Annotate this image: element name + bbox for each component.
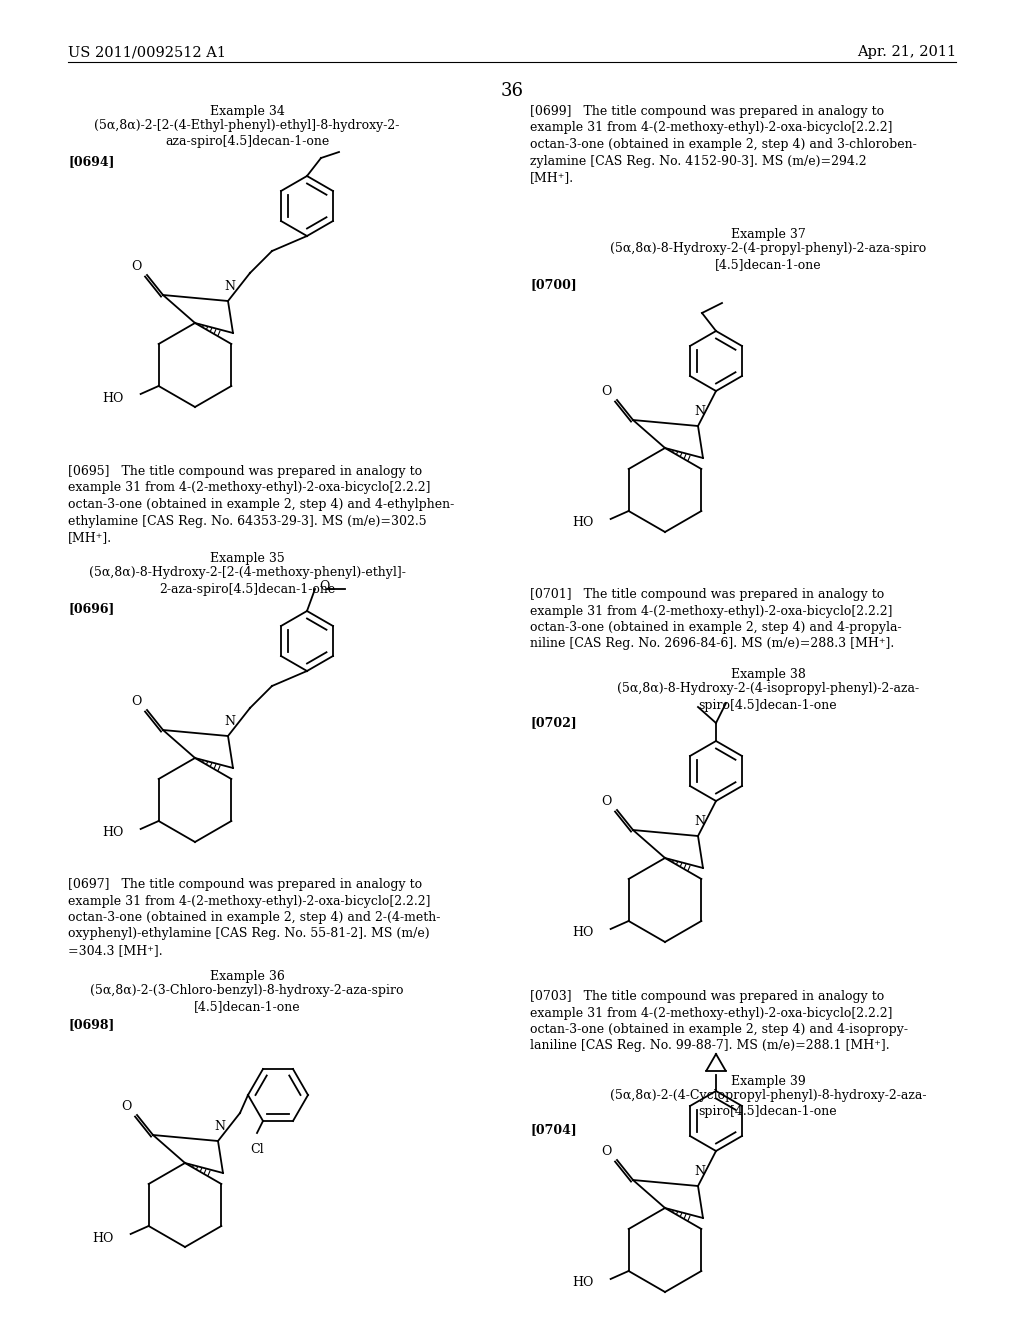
- Text: N: N: [224, 715, 236, 729]
- Text: Cl: Cl: [250, 1143, 264, 1156]
- Text: [0695]   The title compound was prepared in analogy to
example 31 from 4-(2-meth: [0695] The title compound was prepared i…: [68, 465, 455, 544]
- Text: O: O: [602, 385, 612, 399]
- Text: Example 38: Example 38: [730, 668, 806, 681]
- Text: (5α,8α)-8-Hydroxy-2-[2-(4-methoxy-phenyl)-ethyl]-
2-aza-spiro[4.5]decan-1-one: (5α,8α)-8-Hydroxy-2-[2-(4-methoxy-phenyl…: [88, 566, 406, 595]
- Text: 36: 36: [501, 82, 523, 100]
- Text: O: O: [132, 696, 142, 708]
- Text: O: O: [122, 1100, 132, 1113]
- Text: [0703]   The title compound was prepared in analogy to
example 31 from 4-(2-meth: [0703] The title compound was prepared i…: [530, 990, 908, 1052]
- Text: O: O: [132, 260, 142, 273]
- Text: US 2011/0092512 A1: US 2011/0092512 A1: [68, 45, 226, 59]
- Text: HO: HO: [572, 927, 594, 940]
- Text: Example 36: Example 36: [210, 970, 285, 983]
- Text: [0704]: [0704]: [530, 1123, 577, 1137]
- Text: HO: HO: [572, 1276, 594, 1290]
- Text: HO: HO: [102, 826, 124, 840]
- Text: HO: HO: [572, 516, 594, 529]
- Text: N: N: [214, 1119, 225, 1133]
- Text: N: N: [694, 405, 706, 418]
- Text: [0694]: [0694]: [68, 154, 115, 168]
- Text: (5α,8α)-2-[2-(4-Ethyl-phenyl)-ethyl]-8-hydroxy-2-
aza-spiro[4.5]decan-1-one: (5α,8α)-2-[2-(4-Ethyl-phenyl)-ethyl]-8-h…: [94, 119, 399, 149]
- Text: [0697]   The title compound was prepared in analogy to
example 31 from 4-(2-meth: [0697] The title compound was prepared i…: [68, 878, 440, 957]
- Text: Example 39: Example 39: [731, 1074, 805, 1088]
- Text: N: N: [224, 280, 236, 293]
- Text: O: O: [319, 581, 330, 594]
- Text: O: O: [602, 795, 612, 808]
- Text: HO: HO: [102, 392, 124, 404]
- Text: [0700]: [0700]: [530, 279, 577, 290]
- Text: Example 35: Example 35: [210, 552, 285, 565]
- Text: (5α,8α)-2-(3-Chloro-benzyl)-8-hydroxy-2-aza-spiro
[4.5]decan-1-one: (5α,8α)-2-(3-Chloro-benzyl)-8-hydroxy-2-…: [90, 983, 403, 1014]
- Text: (5α,8α)-8-Hydroxy-2-(4-propyl-phenyl)-2-aza-spiro
[4.5]decan-1-one: (5α,8α)-8-Hydroxy-2-(4-propyl-phenyl)-2-…: [610, 242, 926, 272]
- Text: [0698]: [0698]: [68, 1018, 115, 1031]
- Text: (5α,8α)-8-Hydroxy-2-(4-isopropyl-phenyl)-2-aza-
spiro[4.5]decan-1-one: (5α,8α)-8-Hydroxy-2-(4-isopropyl-phenyl)…: [616, 682, 920, 711]
- Text: Example 34: Example 34: [210, 106, 285, 117]
- Text: Example 37: Example 37: [731, 228, 805, 242]
- Text: Apr. 21, 2011: Apr. 21, 2011: [857, 45, 956, 59]
- Text: N: N: [694, 1166, 706, 1177]
- Text: O: O: [602, 1144, 612, 1158]
- Text: [0701]   The title compound was prepared in analogy to
example 31 from 4-(2-meth: [0701] The title compound was prepared i…: [530, 587, 901, 651]
- Text: [0702]: [0702]: [530, 715, 577, 729]
- Text: (5α,8α)-2-(4-Cyclopropyl-phenyl)-8-hydroxy-2-aza-
spiro[4.5]decan-1-one: (5α,8α)-2-(4-Cyclopropyl-phenyl)-8-hydro…: [609, 1089, 927, 1118]
- Text: HO: HO: [92, 1232, 114, 1245]
- Text: N: N: [694, 814, 706, 828]
- Text: [0696]: [0696]: [68, 602, 115, 615]
- Text: [0699]   The title compound was prepared in analogy to
example 31 from 4-(2-meth: [0699] The title compound was prepared i…: [530, 106, 916, 183]
